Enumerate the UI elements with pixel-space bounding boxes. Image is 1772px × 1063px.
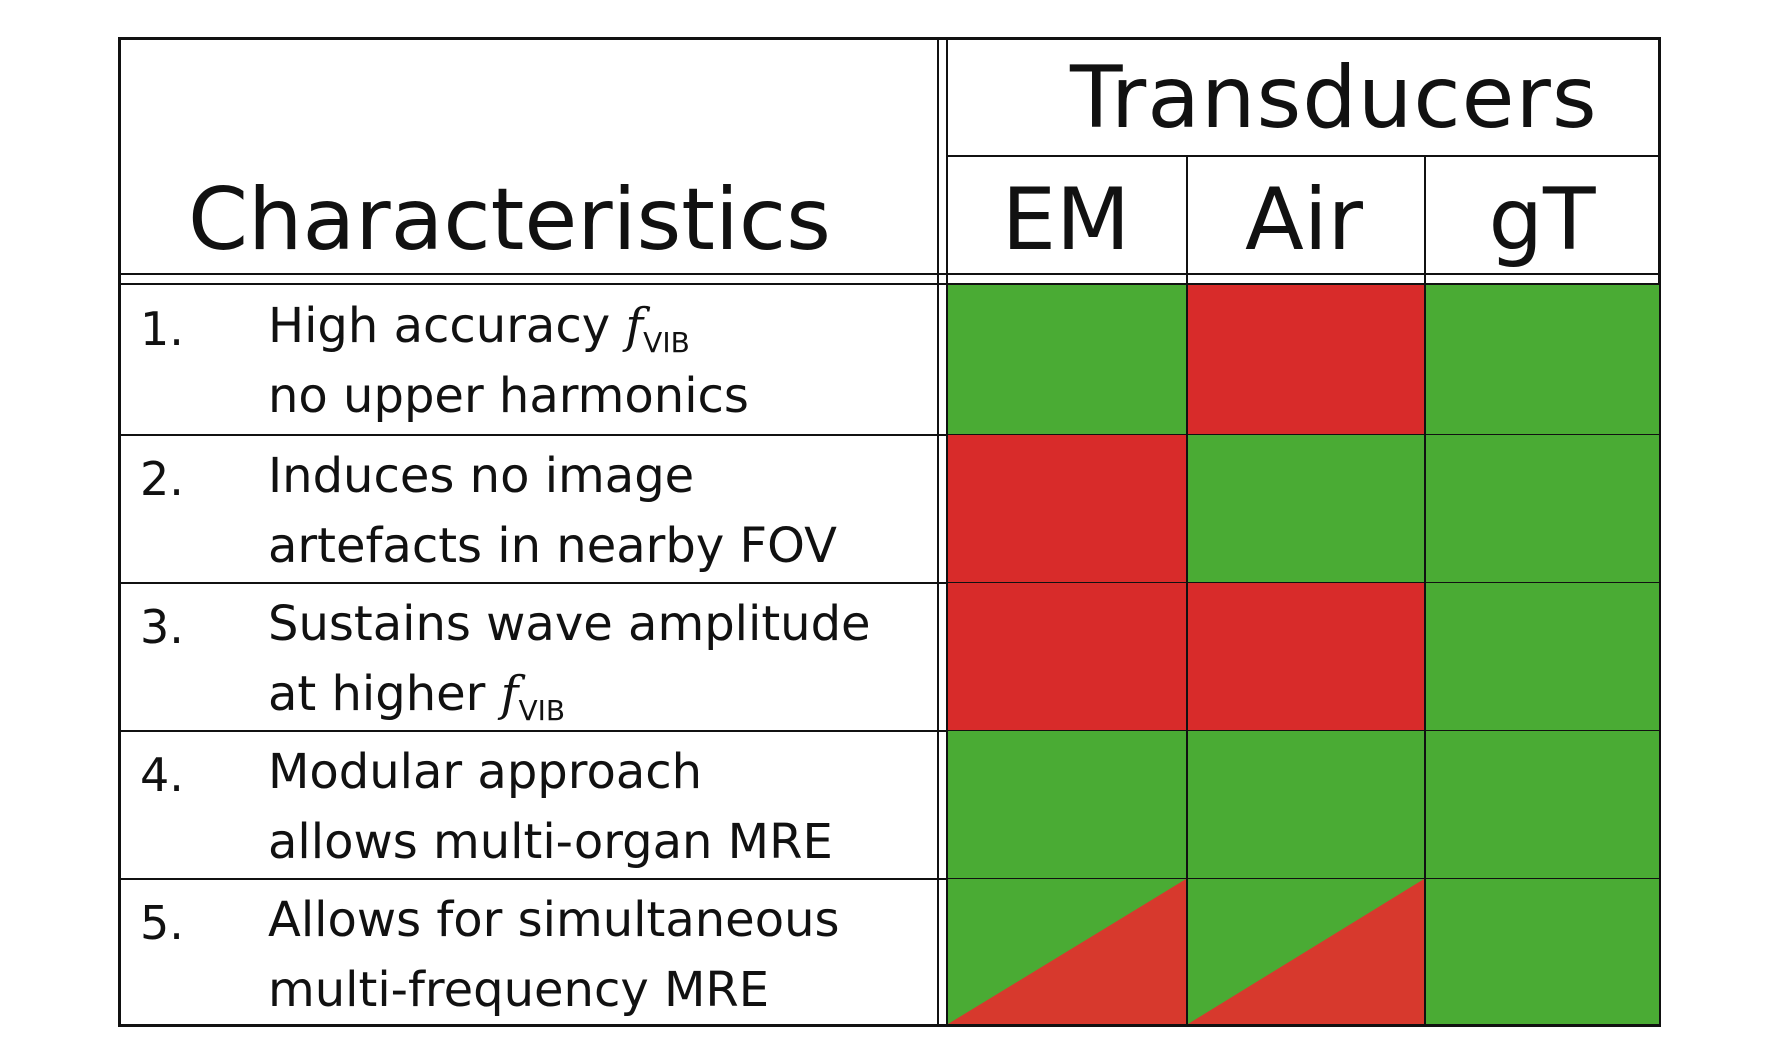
status-cell-air-row1 xyxy=(1188,285,1424,434)
row-divider xyxy=(118,434,1661,436)
status-fill xyxy=(948,879,1186,1024)
row-text-line2: no upper harmonics xyxy=(268,368,749,424)
header-divider xyxy=(948,155,1661,157)
status-fill xyxy=(1188,285,1424,434)
status-rect xyxy=(1426,285,1659,434)
frequency-subscript: VIB xyxy=(643,326,690,359)
row-number: 2. xyxy=(140,452,184,506)
status-rect xyxy=(948,583,1186,730)
status-fill xyxy=(948,583,1186,730)
frequency-subscript: VIB xyxy=(518,694,566,727)
status-fill xyxy=(948,435,1186,582)
status-cell-gt-row1 xyxy=(1426,285,1659,434)
row-text-line1: Sustains wave amplitude xyxy=(268,596,871,652)
row-text-line2: artefacts in nearby FOV xyxy=(268,518,837,574)
status-cell-gt-row5 xyxy=(1426,879,1659,1024)
header-bottom-line-1 xyxy=(118,273,1661,275)
status-rect xyxy=(1426,583,1659,730)
status-fill xyxy=(1426,285,1659,434)
status-cell-em-row3 xyxy=(948,583,1186,730)
row-divider xyxy=(118,582,1661,584)
status-cell-em-row2 xyxy=(948,435,1186,582)
status-cell-air-row5 xyxy=(1188,879,1424,1024)
status-rect xyxy=(1426,879,1659,1024)
row-text-line2: at higher fVIB xyxy=(268,666,566,727)
column-header-em: EM xyxy=(1001,170,1131,270)
status-rect xyxy=(1188,435,1424,582)
transducers-heading: Transducers xyxy=(1070,48,1598,148)
header-bottom-line-2 xyxy=(118,283,1661,285)
frequency-symbol: f xyxy=(500,666,519,722)
status-fill xyxy=(1188,879,1424,1024)
status-fill xyxy=(1188,435,1424,582)
frequency-symbol: f xyxy=(625,298,644,354)
status-fill xyxy=(1426,435,1659,582)
characteristics-heading: Characteristics xyxy=(188,170,831,270)
status-partial-triangle xyxy=(1188,879,1424,1024)
status-rect xyxy=(948,285,1186,434)
status-cell-em-row1 xyxy=(948,285,1186,434)
column-divider xyxy=(1186,155,1188,1027)
row-divider xyxy=(118,730,1661,732)
row-number: 3. xyxy=(140,600,184,654)
status-cell-em-row4 xyxy=(948,731,1186,878)
row-text-line1: Induces no image xyxy=(268,448,695,504)
status-cell-gt-row2 xyxy=(1426,435,1659,582)
row-text-line1: High accuracy fVIB xyxy=(268,298,690,359)
status-cell-gt-row3 xyxy=(1426,583,1659,730)
status-fill xyxy=(1188,731,1424,878)
row-number: 5. xyxy=(140,896,184,950)
status-fill xyxy=(948,731,1186,878)
status-cell-air-row4 xyxy=(1188,731,1424,878)
row-text-line2: multi-frequency MRE xyxy=(268,962,770,1018)
status-fill xyxy=(1188,583,1424,730)
status-fill xyxy=(948,285,1186,434)
status-fill xyxy=(1426,731,1659,878)
status-partial-triangle xyxy=(948,879,1186,1024)
column-divider-double-2 xyxy=(946,37,948,1027)
status-rect xyxy=(948,731,1186,878)
comparison-table xyxy=(118,37,1661,1027)
row-number: 4. xyxy=(140,748,184,802)
row-text-line1: Allows for simultaneous xyxy=(268,892,840,948)
row-text-line1: Modular approach xyxy=(268,744,703,800)
status-cell-air-row3 xyxy=(1188,583,1424,730)
status-fill xyxy=(1426,583,1659,730)
column-divider xyxy=(1424,155,1426,1027)
status-rect xyxy=(948,435,1186,582)
column-divider-double-1 xyxy=(937,37,939,1027)
status-rect xyxy=(1426,731,1659,878)
column-header-gt: gT xyxy=(1488,170,1596,270)
status-rect xyxy=(1188,731,1424,878)
status-cell-air-row2 xyxy=(1188,435,1424,582)
status-cell-gt-row4 xyxy=(1426,731,1659,878)
status-rect xyxy=(1188,583,1424,730)
status-rect xyxy=(1188,285,1424,434)
status-cell-em-row5 xyxy=(948,879,1186,1024)
status-fill xyxy=(1426,879,1659,1024)
row-divider xyxy=(118,878,1661,880)
row-number: 1. xyxy=(140,302,184,356)
status-rect xyxy=(1426,435,1659,582)
row-text-line2: allows multi-organ MRE xyxy=(268,814,833,870)
column-header-air: Air xyxy=(1244,170,1364,270)
